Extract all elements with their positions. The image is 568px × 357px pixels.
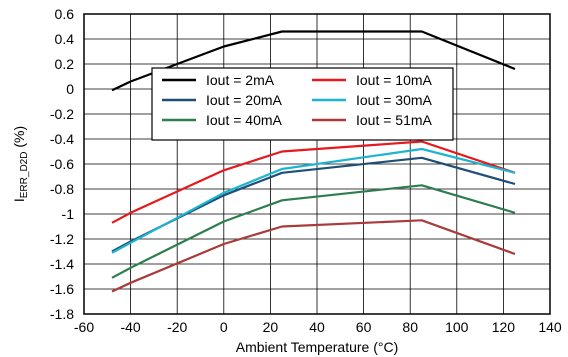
legend-label: Iout = 20mA	[206, 92, 283, 108]
series-line-3	[111, 156, 516, 253]
legend-label: Iout = 30mA	[356, 92, 433, 108]
x-tick-label: 60	[356, 319, 372, 335]
x-tick-label: 40	[309, 319, 325, 335]
y-tick-label: -0.4	[50, 131, 74, 147]
x-tick-label: 20	[263, 319, 279, 335]
y-tick-label: -1	[62, 206, 75, 222]
x-tick-label: 100	[445, 319, 469, 335]
x-axis-label: Ambient Temperature (°C)	[236, 339, 399, 355]
series-line-5	[111, 184, 516, 279]
y-axis-label-suffix: (%)	[11, 126, 27, 152]
x-tick-label: 0	[220, 319, 228, 335]
legend-label: Iout = 10mA	[356, 72, 433, 88]
series-line-2	[111, 140, 516, 224]
y-tick-label: -1.6	[50, 281, 74, 297]
x-tick-label: -60	[74, 319, 94, 335]
y-tick-label: 0.4	[55, 31, 75, 47]
y-tick-label: -0.8	[50, 181, 74, 197]
y-tick-label: 0.2	[55, 56, 75, 72]
y-tick-labels: 0.6 0.4 0.2 0 -0.2 -0.4 -0.6 -0.8 -1 -1.2 -1.4 -1.6…	[50, 6, 74, 322]
x-tick-label: 140	[538, 319, 562, 335]
legend-label: Iout = 2mA	[206, 72, 275, 88]
y-tick-label: -1.2	[50, 231, 74, 247]
y-tick-label: -1.8	[50, 306, 74, 322]
y-tick-label: 0.6	[55, 6, 75, 22]
y-tick-label: 0	[66, 81, 74, 97]
x-tick-label: 80	[402, 319, 418, 335]
x-tick-label: -20	[167, 319, 187, 335]
y-tick-label: -0.6	[50, 156, 74, 172]
x-tick-label: 120	[492, 319, 516, 335]
y-axis-label-subscript: ERR_D2D	[19, 152, 30, 199]
legend-label: Iout = 51mA	[356, 112, 433, 128]
x-tick-label: -40	[120, 319, 140, 335]
legend: Iout = 2mA Iout = 10mA Iout = 20mA Iout = 3…	[151, 67, 454, 141]
y-axis-label: IERR_D2D (%)	[11, 126, 30, 202]
legend-box	[151, 67, 454, 141]
series-line-6	[111, 219, 516, 293]
x-tick-labels: -60 -40 -20 0 20 40 60 80 100 120 140	[74, 319, 562, 335]
y-tick-label: -0.2	[50, 106, 74, 122]
y-tick-label: -1.4	[50, 256, 74, 272]
series-line-1	[111, 30, 516, 92]
y-axis-label-main: I	[11, 198, 27, 202]
plot-area-frame	[83, 13, 551, 315]
legend-label: Iout = 40mA	[206, 112, 283, 128]
series-lines	[111, 30, 516, 293]
series-line-4	[111, 147, 516, 254]
